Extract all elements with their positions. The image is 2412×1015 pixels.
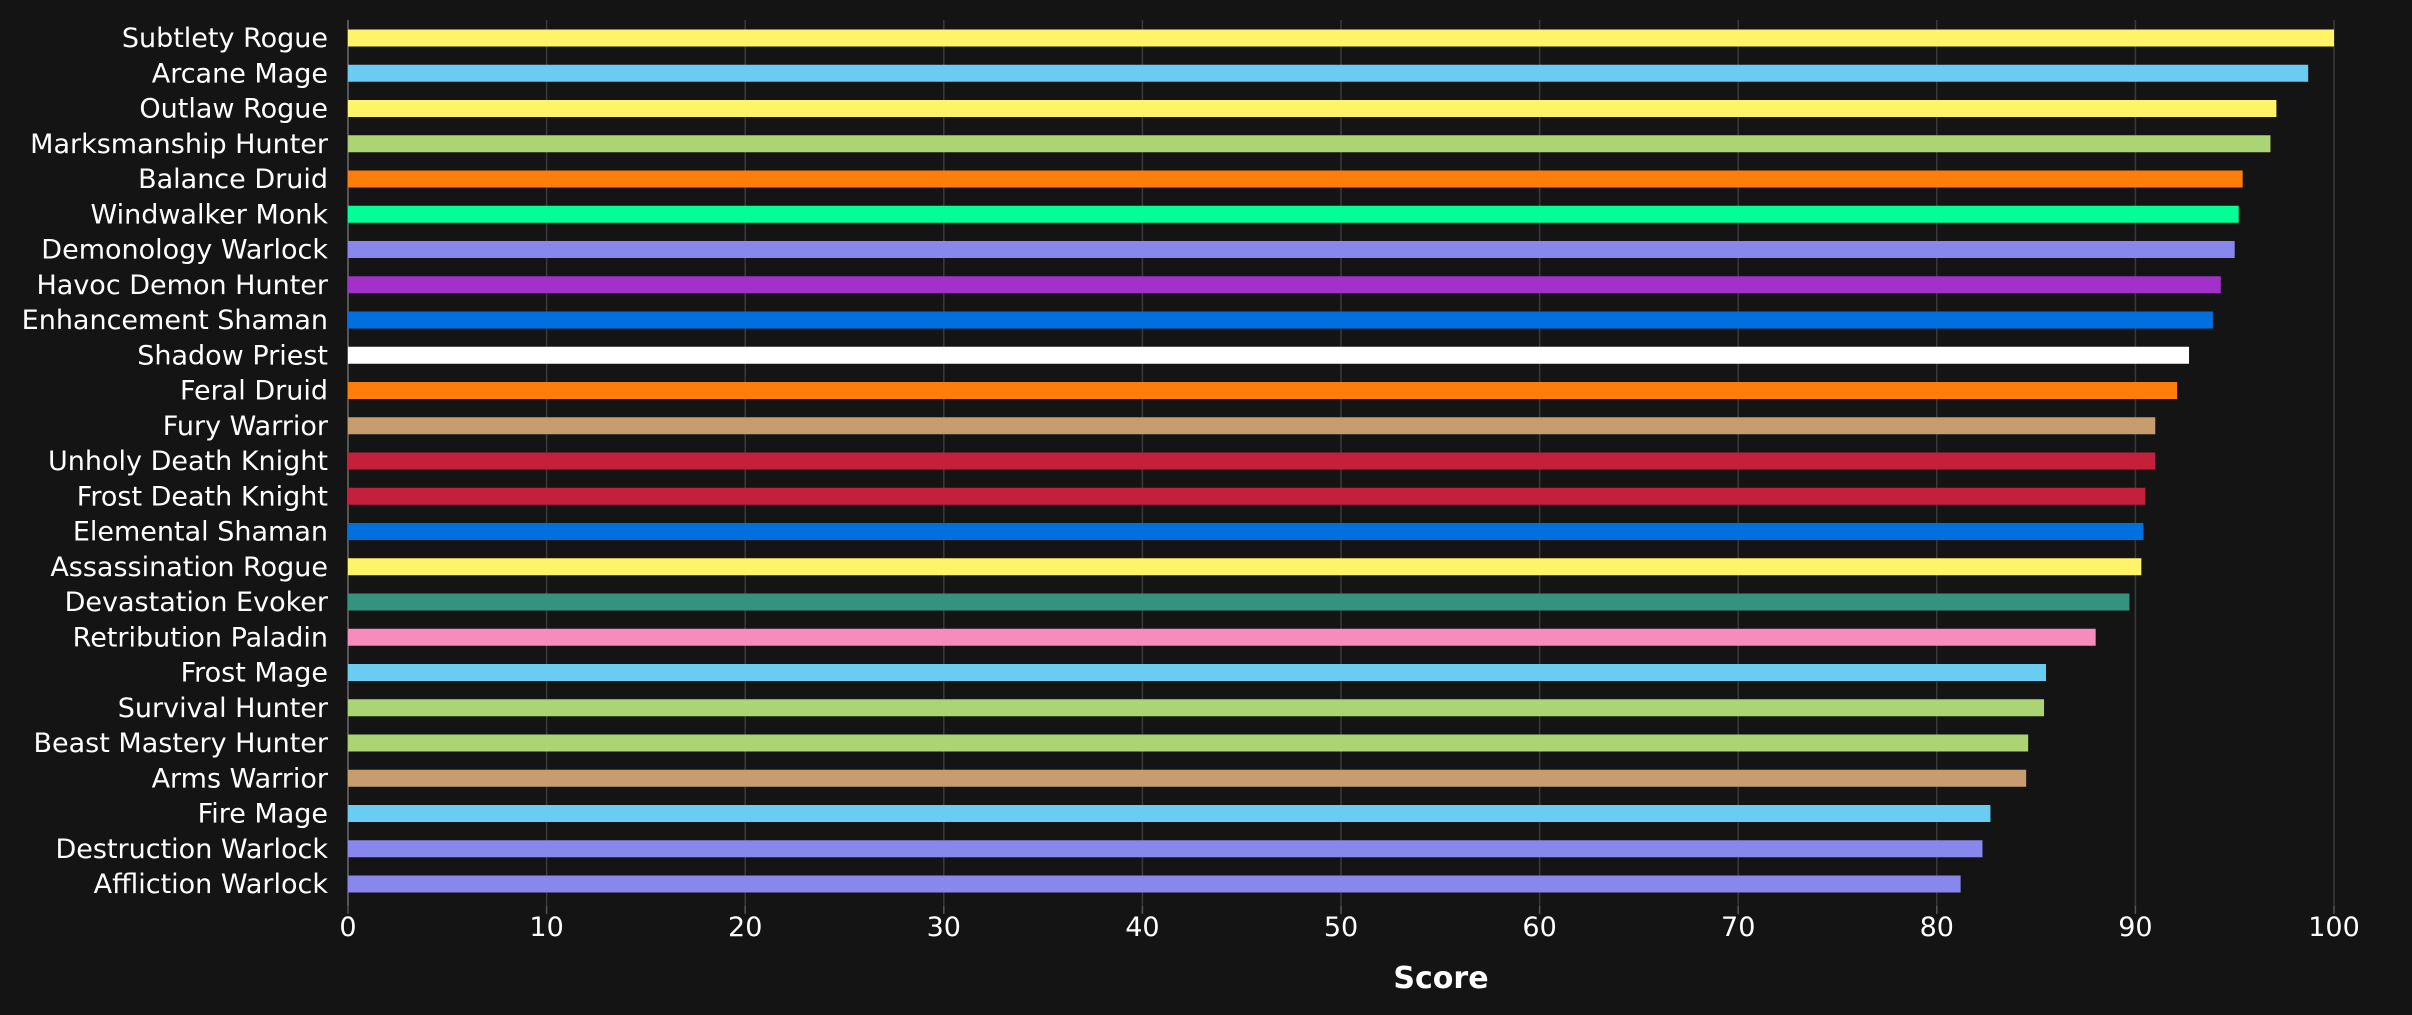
bar xyxy=(348,382,2177,399)
category-label: Enhancement Shaman xyxy=(22,305,328,336)
category-label: Feral Druid xyxy=(180,376,328,407)
category-label: Arcane Mage xyxy=(152,58,328,89)
x-tick-label: 60 xyxy=(1522,912,1556,943)
category-label: Demonology Warlock xyxy=(41,235,328,266)
bar xyxy=(348,30,2334,47)
x-tick-label: 20 xyxy=(728,912,762,943)
x-tick-label: 70 xyxy=(1721,912,1755,943)
bar xyxy=(348,100,2276,117)
category-label: Frost Mage xyxy=(181,658,328,689)
category-label: Windwalker Monk xyxy=(90,199,328,230)
bar xyxy=(348,453,2155,470)
category-label: Assassination Rogue xyxy=(50,552,328,583)
bar xyxy=(348,523,2143,540)
bar xyxy=(348,65,2308,82)
category-label: Retribution Paladin xyxy=(73,622,328,653)
bar xyxy=(348,171,2243,188)
category-label: Devastation Evoker xyxy=(65,587,329,618)
category-label: Frost Death Knight xyxy=(77,481,328,512)
x-tick-label: 100 xyxy=(2308,912,2360,943)
bar xyxy=(348,629,2096,646)
x-tick-label: 80 xyxy=(1920,912,1954,943)
bar xyxy=(348,805,1990,822)
bar xyxy=(348,558,2141,575)
x-tick-label: 50 xyxy=(1324,912,1358,943)
x-tick-label: 90 xyxy=(2118,912,2152,943)
category-label: Affliction Warlock xyxy=(94,869,329,900)
bar xyxy=(348,594,2129,611)
bar xyxy=(348,876,1961,893)
bar xyxy=(348,840,1982,857)
x-tick-label: 0 xyxy=(339,912,356,943)
category-label: Balance Druid xyxy=(138,164,328,195)
category-labels: Subtlety Rogue Arcane Mage Outlaw Rogue Mar… xyxy=(22,23,329,900)
bar xyxy=(348,241,2235,258)
bar xyxy=(348,699,2044,716)
bar xyxy=(348,135,2270,152)
bar xyxy=(348,276,2221,293)
category-label: Elemental Shaman xyxy=(73,517,328,548)
bar xyxy=(348,417,2155,434)
category-label: Shadow Priest xyxy=(137,340,328,371)
category-label: Subtlety Rogue xyxy=(122,23,328,54)
category-label: Havoc Demon Hunter xyxy=(36,270,328,301)
category-label: Unholy Death Knight xyxy=(48,446,328,477)
bar xyxy=(348,735,2028,752)
x-axis-title: Score xyxy=(1393,961,1488,996)
bar xyxy=(348,488,2145,505)
category-label: Survival Hunter xyxy=(118,693,329,724)
category-label: Outlaw Rogue xyxy=(139,94,328,125)
category-label: Fury Warrior xyxy=(163,411,329,442)
bar xyxy=(348,347,2189,364)
x-tick-label: 40 xyxy=(1125,912,1159,943)
category-label: Marksmanship Hunter xyxy=(30,129,329,160)
x-tick-label: 30 xyxy=(927,912,961,943)
category-label: Beast Mastery Hunter xyxy=(33,728,328,759)
bar xyxy=(348,664,2046,681)
bar xyxy=(348,206,2239,223)
category-label: Fire Mage xyxy=(198,799,328,830)
bar xyxy=(348,770,2026,787)
category-label: Arms Warrior xyxy=(152,763,329,794)
x-tick-label: 10 xyxy=(529,912,563,943)
category-label: Destruction Warlock xyxy=(55,834,328,865)
x-tick-labels: 0 10 20 30 40 50 60 70 80 90 100 xyxy=(339,912,2359,943)
bar xyxy=(348,312,2213,329)
